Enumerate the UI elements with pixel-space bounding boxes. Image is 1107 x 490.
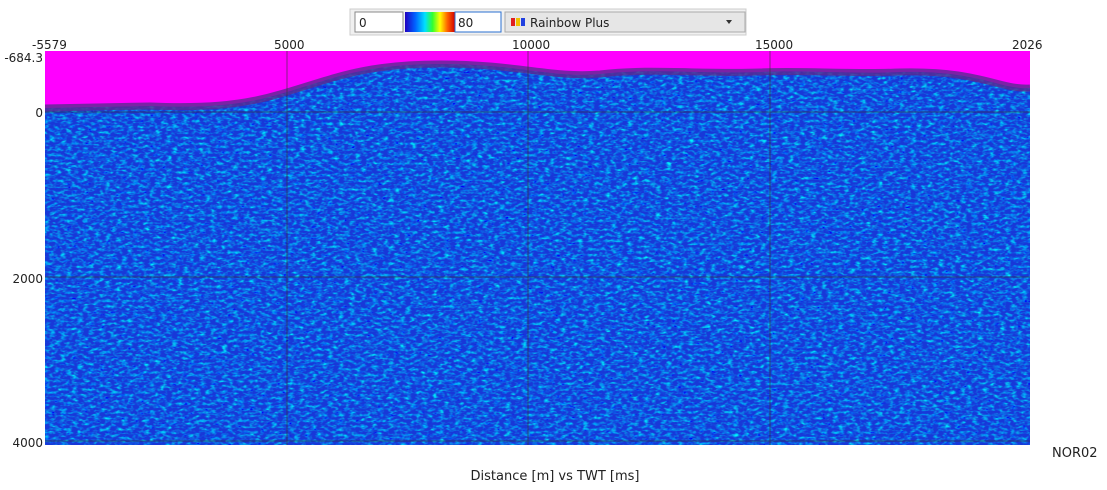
- colormap-dropdown[interactable]: [504, 11, 746, 33]
- water-layer: [45, 51, 1030, 108]
- x-tick-label: 2026: [1012, 38, 1043, 52]
- max-input[interactable]: [454, 11, 502, 33]
- toolbar: 0 80 Rainbow Plus: [349, 8, 747, 36]
- max-value: 80: [458, 16, 473, 30]
- x-tick-label: 5000: [274, 38, 305, 52]
- section-texture: [45, 51, 1030, 445]
- seafloor: [45, 60, 1030, 112]
- section: [45, 51, 1030, 445]
- icon: [521, 18, 525, 26]
- grid: [45, 51, 1030, 445]
- icon: [511, 18, 515, 26]
- y-tick-label: 0: [35, 106, 43, 120]
- x-tick-label: 15000: [755, 38, 793, 52]
- min-value: 0: [359, 16, 367, 30]
- colormap-name: Rainbow Plus: [530, 16, 609, 30]
- y-tick-label: 2000: [12, 272, 43, 286]
- dropdown-arrow: [726, 20, 732, 24]
- min-input[interactable]: [354, 11, 404, 33]
- y-tick-label: 4000: [12, 436, 43, 450]
- colorbar: [405, 12, 455, 32]
- x-tick-label: -5579: [32, 38, 67, 52]
- y-tick-label: -684.3: [4, 51, 43, 65]
- icon: [516, 18, 520, 26]
- x-tick-label: 10000: [512, 38, 550, 52]
- line-name: NOR02: [1052, 446, 1098, 461]
- caption: Distance [m] vs TWT [ms]: [471, 469, 640, 484]
